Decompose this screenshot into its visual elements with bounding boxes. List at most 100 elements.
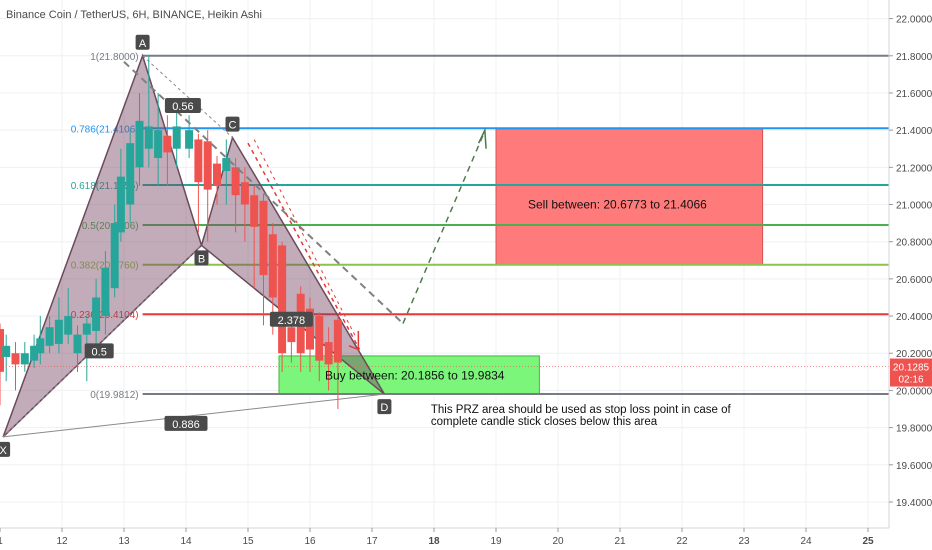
candle-down (194, 139, 203, 183)
ratio-label-bg (269, 311, 313, 327)
pattern-point-marker (225, 116, 240, 132)
xb-line (2, 245, 202, 438)
x-tick-label: 19 (490, 536, 502, 547)
x-tick-label: 13 (118, 536, 130, 547)
candle-up (36, 338, 45, 354)
candle-up (64, 316, 73, 335)
y-tick-label: 19.4000 (896, 498, 932, 509)
fib-level-label: 0(19.9812) (90, 390, 138, 401)
fib-level-label: 0.618(21.1055) (71, 181, 139, 192)
projection-red-line-2 (253, 139, 357, 339)
ratio-label-bg (164, 97, 201, 113)
candle-up (82, 323, 91, 335)
price-tag-countdown: 02:16 (898, 375, 923, 386)
x-tick-label: 14 (180, 536, 192, 547)
price-tag-value: 20.1285 (893, 363, 930, 374)
y-tick-label: 21.8000 (896, 52, 932, 63)
candle-down (259, 200, 268, 276)
y-tick-label: 20.2000 (896, 349, 932, 360)
x-tick-label: 1 (0, 536, 3, 547)
candle-down (306, 308, 314, 350)
candle-up (135, 120, 144, 168)
candle-down (278, 245, 287, 354)
y-tick-label: 20.8000 (896, 238, 932, 249)
candle-down (213, 163, 221, 186)
fib-level-label: 0.382(20.6760) (71, 261, 139, 272)
x-tick-label: 16 (304, 536, 316, 547)
x-tick-label: 24 (800, 536, 812, 547)
candle-down (250, 195, 259, 227)
pattern-point-marker (377, 399, 392, 415)
candle-down (231, 167, 240, 196)
candle-up (110, 223, 119, 289)
projection-red-arrowhead (348, 330, 360, 351)
x-tick-label: 18 (428, 536, 440, 547)
y-tick-label: 19.8000 (896, 424, 932, 435)
przone-note-line: complete candle stick closes below this … (431, 416, 658, 428)
y-tick-label: 21.4000 (896, 126, 932, 137)
pattern-point-label: D (380, 402, 388, 414)
candle-down (268, 234, 277, 298)
pattern-point-marker (194, 250, 209, 266)
y-tick-label: 19.6000 (896, 461, 932, 472)
candle-up (154, 130, 163, 159)
candle-down (11, 353, 20, 365)
price-tag (890, 358, 932, 387)
candle-down (324, 342, 333, 365)
x-tick-label: 21 (614, 536, 626, 547)
pattern-point-marker (0, 441, 11, 457)
pattern-point-marker (135, 34, 150, 50)
buy-zone-label: Buy between: 20.1856 to 19.9834 (325, 369, 505, 383)
candle-up (92, 297, 101, 331)
candle-down (203, 141, 212, 190)
x-tick-label: 15 (242, 536, 254, 547)
chart-title: Binance Coin / TetherUS, 6H, BINANCE, He… (6, 9, 262, 21)
x-tick-label: 25 (862, 536, 874, 547)
x-tick-label: 23 (738, 536, 750, 547)
xd-line (3, 393, 385, 438)
y-tick-label: 21.6000 (896, 89, 932, 100)
candle-up (185, 130, 194, 149)
x-tick-label: 17 (366, 536, 378, 547)
x-tick-label: 22 (676, 536, 688, 547)
x-tick-label: 20 (552, 536, 564, 547)
x-tick-label: 12 (56, 536, 68, 547)
candle-up (101, 267, 110, 317)
candle-up (54, 319, 63, 344)
y-tick-label: 20.0000 (896, 386, 932, 397)
y-tick-label: 20.6000 (896, 275, 932, 286)
sell-zone (495, 128, 764, 266)
pattern-point-label: C (229, 120, 237, 132)
sell-zone-label: Sell between: 20.6773 to 21.4066 (528, 198, 707, 212)
pattern-point-label: X (0, 445, 7, 457)
ratio-label: 0.56 (172, 101, 193, 113)
candle-down (333, 319, 342, 363)
candle-up (45, 327, 54, 346)
candle-down (240, 182, 249, 205)
buy-zone (278, 355, 540, 395)
projection-red-line (247, 142, 361, 350)
y-tick-label: 20.4000 (896, 312, 932, 323)
candle-up (73, 334, 82, 354)
candle-up (2, 345, 11, 357)
candle-down (163, 135, 172, 153)
fib-level-label: 0.5(20.8906) (82, 221, 139, 232)
ratio-label-bg (164, 415, 208, 431)
y-tick-label: 22.0000 (896, 15, 932, 26)
y-tick-label: 21.0000 (896, 201, 932, 212)
candle-up (172, 126, 181, 149)
projection-up-line (402, 133, 485, 324)
pattern-point-label: A (139, 38, 147, 50)
y-tick-label: 21.2000 (896, 163, 932, 174)
candle-up (116, 176, 125, 233)
fib-level-label: 1(21.8000) (90, 52, 138, 63)
candle-down (315, 316, 324, 361)
ratio-label: 2.378 (278, 315, 306, 327)
candle-down (287, 327, 296, 343)
pattern-point-label: B (198, 253, 205, 265)
ac-line (142, 55, 233, 138)
przone-note-line: This PRZ area should be used as stop los… (431, 404, 732, 416)
ratio-label: 0.886 (172, 419, 200, 431)
candle-up (20, 353, 29, 365)
